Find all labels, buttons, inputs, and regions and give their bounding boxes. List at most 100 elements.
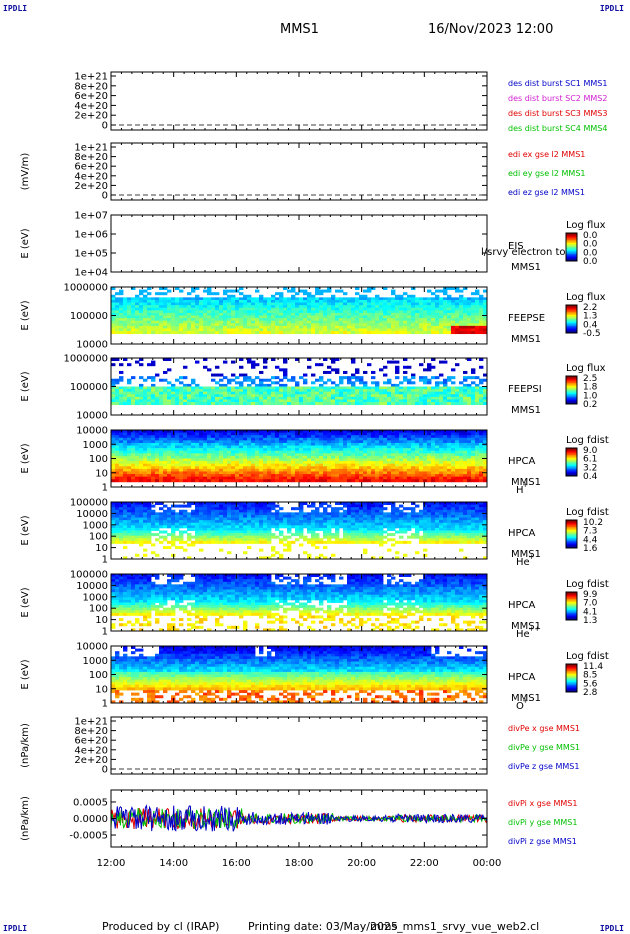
spectrogram-cell bbox=[315, 458, 320, 462]
spectrogram-cell bbox=[291, 315, 296, 319]
spectrogram-cell bbox=[375, 302, 380, 306]
spectrogram-cell bbox=[379, 394, 384, 398]
spectrogram-cell bbox=[459, 331, 464, 335]
spectrogram-cell bbox=[235, 402, 240, 406]
spectrogram-cell bbox=[387, 299, 392, 303]
spectrogram-cell bbox=[315, 378, 320, 382]
spectrogram-cell bbox=[235, 455, 240, 459]
spectrogram-cell bbox=[211, 391, 216, 395]
spectrogram-cell bbox=[391, 394, 396, 398]
spectrogram-cell bbox=[383, 325, 388, 329]
spectrogram-cell bbox=[171, 328, 176, 332]
spectrogram-cell bbox=[311, 461, 316, 465]
spectrogram-cell bbox=[427, 471, 432, 475]
spectrogram-cell bbox=[351, 381, 356, 385]
spectrogram-cell bbox=[331, 305, 336, 309]
spectrogram-cell bbox=[255, 328, 260, 332]
spectrogram-cell bbox=[287, 463, 292, 467]
spectrogram-cell bbox=[151, 331, 156, 335]
spectrogram-cell bbox=[483, 331, 488, 335]
spectrogram-cell bbox=[387, 312, 392, 316]
spectrogram-cell bbox=[167, 289, 172, 293]
spectrogram-cell bbox=[395, 331, 400, 335]
spectrogram-cell bbox=[355, 331, 360, 335]
spectrogram-cell bbox=[231, 468, 236, 472]
spectrogram-cell bbox=[339, 432, 344, 436]
spectrogram-cell bbox=[239, 453, 244, 457]
spectrogram-cell bbox=[291, 448, 296, 452]
spectrogram-cell bbox=[147, 430, 152, 433]
spectrogram-cell bbox=[243, 440, 248, 444]
spectrogram-cell bbox=[251, 302, 256, 306]
spectrogram-cell bbox=[307, 307, 312, 311]
spectrogram-cell bbox=[351, 461, 356, 465]
spectrogram-cell bbox=[319, 430, 324, 433]
spectrogram-cell bbox=[371, 432, 376, 436]
spectrogram-cell bbox=[259, 328, 264, 332]
spectrogram-cell bbox=[407, 432, 412, 436]
spectrogram-cell bbox=[147, 376, 152, 380]
spectrogram-cell bbox=[203, 440, 208, 444]
spectrogram-cell bbox=[455, 394, 460, 398]
spectrogram-cell bbox=[243, 310, 248, 314]
spectrogram-cell bbox=[307, 471, 312, 475]
spectrogram-cell bbox=[407, 307, 412, 311]
spectrogram-cell bbox=[267, 391, 272, 395]
spectrogram-cell bbox=[279, 453, 284, 457]
spectrogram-cell bbox=[475, 297, 480, 301]
spectrogram-cell bbox=[423, 445, 428, 449]
spectrogram-cell bbox=[395, 474, 400, 478]
spectrogram-cell bbox=[475, 450, 480, 454]
spectrogram-cell bbox=[403, 323, 408, 327]
spectrogram-cell bbox=[131, 474, 136, 478]
eis-frame bbox=[110, 214, 488, 273]
spectrogram-cell bbox=[283, 297, 288, 301]
spectrogram-cell bbox=[423, 305, 428, 309]
spectrogram-cell bbox=[255, 363, 260, 367]
spectrogram-cell bbox=[155, 315, 160, 319]
hpca-h-colorbar-tick: 9.0 bbox=[583, 446, 598, 456]
spectrogram-cell bbox=[371, 376, 376, 380]
spectrogram-cell bbox=[435, 331, 440, 335]
spectrogram-cell bbox=[455, 297, 460, 301]
spectrogram-cell bbox=[143, 402, 148, 406]
spectrogram-cell bbox=[215, 453, 220, 457]
spectrogram-cell bbox=[295, 432, 300, 436]
spectrogram-cell bbox=[427, 386, 432, 390]
spectrogram-cell bbox=[203, 365, 208, 369]
spectrogram-cell bbox=[415, 453, 420, 457]
spectrogram-cell bbox=[111, 394, 116, 398]
spectrogram-cell bbox=[251, 435, 256, 439]
spectrogram-cell bbox=[139, 396, 144, 400]
spectrogram-cell bbox=[479, 381, 484, 385]
spectrogram-cell bbox=[267, 448, 272, 452]
spectrogram-cell bbox=[363, 476, 368, 480]
spectrogram-cell bbox=[247, 310, 252, 314]
spectrogram-cell bbox=[155, 445, 160, 449]
spectrogram-cell bbox=[231, 325, 236, 329]
spectrogram-cell bbox=[239, 328, 244, 332]
spectrogram-cell bbox=[435, 376, 440, 380]
spectrogram-cell bbox=[339, 453, 344, 457]
spectrogram-cell bbox=[391, 305, 396, 309]
spectrogram-cell bbox=[267, 471, 272, 475]
spectrogram-cell bbox=[243, 376, 248, 380]
spectrogram-cell bbox=[275, 323, 280, 327]
spectrogram-cell bbox=[123, 402, 128, 406]
spectrogram-cell bbox=[263, 463, 268, 467]
spectrogram-cell bbox=[459, 471, 464, 475]
spectrogram-cell bbox=[343, 310, 348, 314]
spectrogram-cell bbox=[155, 318, 160, 322]
spectrogram-cell bbox=[271, 328, 276, 332]
spectrogram-cell bbox=[163, 399, 168, 403]
spectrogram-cell bbox=[379, 479, 384, 483]
spectrogram-cell bbox=[387, 450, 392, 454]
spectrogram-cell bbox=[119, 479, 124, 483]
colorbar-step bbox=[566, 397, 577, 399]
spectrogram-cell bbox=[319, 328, 324, 332]
spectrogram-cell bbox=[463, 328, 468, 332]
spectrogram-cell bbox=[351, 386, 356, 390]
hpca-h-y-tick-label: 100 bbox=[89, 454, 108, 465]
spectrogram-cell bbox=[459, 389, 464, 393]
spectrogram-cell bbox=[371, 386, 376, 390]
